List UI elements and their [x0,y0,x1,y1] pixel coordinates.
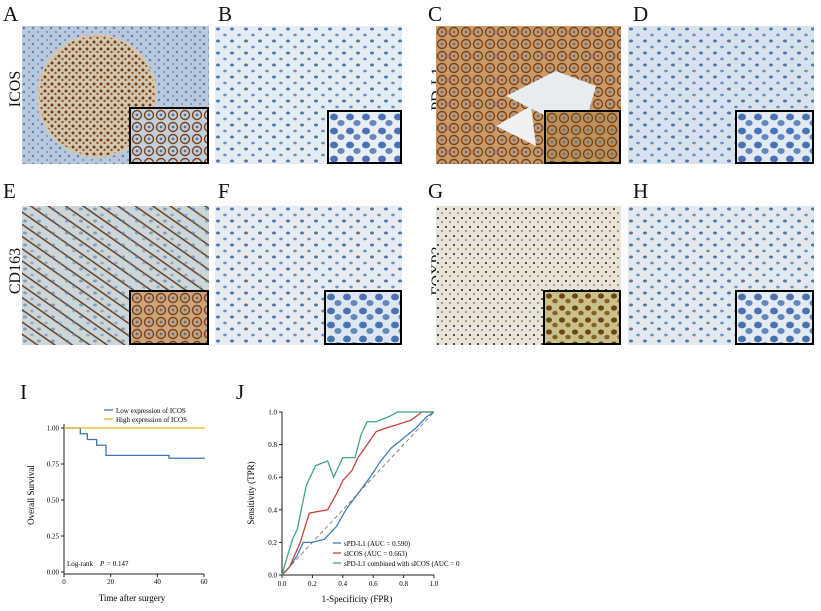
inset-a [129,107,209,164]
roc-series-2 [281,411,434,576]
roc-series-3 [281,411,435,576]
panel-label-h: H [633,179,649,203]
roc-legend-combined: sPD-L1 combined with sICOS (AUC = 0.718) [344,560,460,568]
km-censor-mark: + [202,455,206,463]
panel-label-c: C [428,2,443,26]
panel-label-a: A [3,2,19,26]
km-ytick-label: 0.75 [47,461,60,469]
inset-g [543,290,621,345]
inset-e [129,290,209,345]
km-p-value: = 0.147 [107,560,129,568]
ihc-image-a [22,26,209,164]
roc-ytick-label: 0.6 [268,474,277,482]
km-censor-mark: + [202,425,206,433]
roc-xtick-label: 0.2 [308,580,317,588]
km-xtick-label: 40 [154,578,162,586]
km-legend-low: Low expression of ICOS [116,407,186,415]
roc-legend-sicos: sICOS (AUC = 0.663) [344,550,408,558]
roc-xlabel: 1-Specificity (FPR) [322,594,393,604]
roc-xtick-label: 0.0 [278,580,287,588]
inset-d [735,110,814,164]
panel-label-i: I [20,380,27,404]
inset-f [324,290,402,345]
roc-series-0 [281,411,435,576]
km-p-label: P [99,560,105,568]
km-xtick-label: 20 [107,578,115,586]
roc-ylabel: Sensitivity (TPR) [246,461,256,524]
roc-legend-spdl1: sPD-L1 (AUC = 0.590) [344,540,411,548]
roc-axes: 0.0 0.2 0.4 0.6 0.8 1.0 0.0 0.2 0.4 0.6 0.8 1.0 [268,409,439,589]
ihc-image-g [436,206,621,345]
panel-label-g: G [428,179,444,203]
roc-ytick-label: 1.0 [268,409,277,417]
roc-xtick-label: 0.6 [369,580,378,588]
roc-ytick-label: 0.8 [268,441,277,449]
km-series-0 [64,427,204,459]
km-ytick-label: 0.25 [47,533,60,541]
km-chart: 0.000.250.500.751.000 20 40 60 ++ Overall S… [26,407,208,603]
km-ytick-label: 0.50 [47,497,60,505]
km-ylabel: Overall Survival [26,465,36,525]
panel-label-b: B [218,2,233,26]
panel-label-d: D [633,2,649,26]
km-logrank: Log-rank [67,560,94,568]
km-ytick-label: 1.00 [47,425,60,433]
ihc-image-b [215,26,402,164]
roc-xtick-label: 0.8 [399,580,408,588]
panel-label-j: J [236,380,245,404]
roc-chart: 0.0 0.2 0.4 0.6 0.8 1.0 0.0 0.2 0.4 0.6 0.8 1.0 Sen… [246,409,460,605]
km-legend-high: High expression of ICOS [116,416,187,424]
inset-b [327,110,402,164]
km-xtick-label: 0 [62,578,66,586]
km-xtick-label: 60 [201,578,209,586]
roc-ytick-label: 0.2 [268,539,277,547]
panel-label-e: E [3,179,16,203]
km-ytick-label: 0.00 [47,569,60,577]
inset-h [735,290,814,345]
km-axes: 0.00 0.25 0.50 0.75 1.00 0 20 40 60 [47,424,208,586]
inset-c [544,110,621,164]
km-xlabel: Time after surgery [99,593,166,603]
km-legend: Low expression of ICOS High expression o… [104,407,187,424]
roc-ytick-label: 0.4 [268,506,277,514]
roc-legend: sPD-L1 (AUC = 0.590) sICOS (AUC = 0.663)… [333,540,460,568]
roc-xtick-label: 1.0 [430,580,439,588]
roc-series-1 [281,411,434,576]
roc-lines [281,411,435,576]
roc-xtick-label: 0.4 [338,580,347,588]
panel-label-f: F [218,179,230,203]
roc-ytick-label: 0.0 [268,572,277,580]
km-lines: ++ [64,425,206,463]
